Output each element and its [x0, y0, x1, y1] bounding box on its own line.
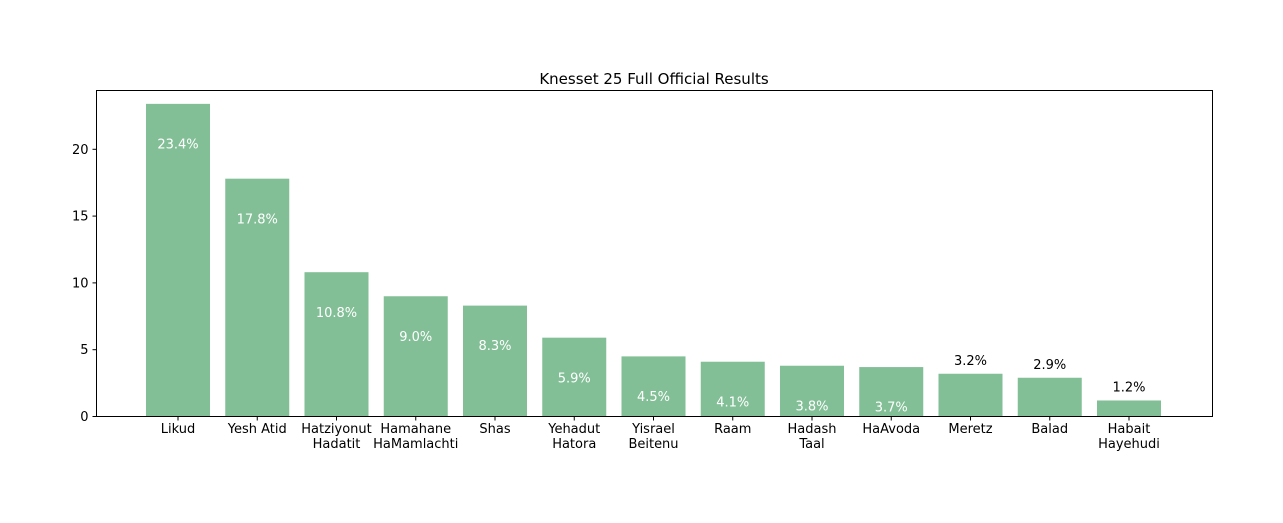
x-tick-label-7: Raam	[714, 422, 751, 437]
x-tick-label-11: Balad	[1031, 422, 1068, 437]
data-label-2: 10.8%	[316, 306, 357, 321]
x-tick-label-3-line-1: HaMamlachti	[373, 437, 458, 452]
x-tick-label-5-line-0: Yehadut	[547, 422, 600, 437]
data-labels-layer: 23.4% 17.8% 10.8% 9.0% 8.3% 5.9% 4.5% 4.1% 3.8% 3…	[157, 137, 1145, 415]
bar-1	[225, 178, 290, 417]
bar-9	[859, 367, 924, 417]
data-label-1: 17.8%	[237, 212, 278, 227]
data-label-6: 4.5%	[637, 390, 670, 405]
bar-4	[463, 305, 527, 417]
bar-10	[938, 373, 1003, 417]
x-tick-label-2-line-1: Hadatit	[313, 437, 361, 452]
x-tick-label-10: Meretz	[948, 422, 992, 437]
y-tick-label-4: 20	[72, 143, 89, 158]
bar-11	[1017, 377, 1082, 417]
data-label-12: 1.2%	[1112, 381, 1145, 396]
data-label-10: 3.2%	[954, 354, 987, 369]
bar-12	[1097, 400, 1161, 417]
plot-frame	[96, 90, 1213, 417]
data-label-11: 2.9%	[1033, 358, 1066, 373]
data-label-4: 8.3%	[478, 339, 511, 354]
data-label-0: 23.4%	[157, 137, 198, 152]
data-label-7: 4.1%	[716, 395, 749, 410]
x-tick-label-6-line-1: Beitenu	[628, 437, 678, 452]
x-tick-label-1: Yesh Atid	[227, 422, 287, 437]
data-label-8: 3.8%	[795, 399, 828, 414]
x-tick-label-0: Likud	[161, 422, 195, 437]
x-tick-label-8-line-1: Taal	[798, 437, 824, 452]
y-tick-label-2: 10	[72, 276, 89, 291]
x-tick-label-6-line-0: Yisrael	[631, 422, 675, 437]
y-tick-label-3: 15	[72, 210, 89, 225]
x-tick-label-3-line-0: Hamahane	[380, 422, 451, 437]
bar-0	[146, 103, 210, 417]
x-tick-label-2-line-0: Hatziyonut	[301, 422, 372, 437]
y-tick-label-1: 5	[80, 343, 88, 358]
x-tick-label-4: Shas	[479, 422, 510, 437]
bar-5	[542, 337, 607, 417]
x-tick-label-8-line-0: Hadash	[788, 422, 837, 437]
chart-title: Knesset 25 Full Official Results	[539, 70, 769, 88]
bars-layer	[146, 103, 1161, 417]
x-tick-label-5-line-1: Hatora	[552, 437, 596, 452]
bar-2	[304, 272, 369, 417]
bar-3	[383, 296, 448, 417]
x-tick-label-12-line-0: Habait	[1108, 422, 1151, 437]
data-label-9: 3.7%	[875, 401, 908, 416]
data-label-3: 9.0%	[399, 330, 432, 345]
bar-8	[780, 365, 844, 417]
x-tick-label-12-line-1: Hayehudi	[1098, 437, 1160, 452]
data-label-5: 5.9%	[558, 371, 591, 386]
x-tick-label-9: HaAvoda	[862, 422, 920, 437]
y-tick-label-0: 0	[80, 410, 88, 425]
bar-6	[621, 356, 686, 417]
y-axis: 0 5 10 15 20	[72, 143, 97, 425]
bar-7	[700, 361, 765, 417]
x-axis: Likud Yesh Atid HatziyonutHadatitHamahaneH…	[161, 416, 1160, 452]
